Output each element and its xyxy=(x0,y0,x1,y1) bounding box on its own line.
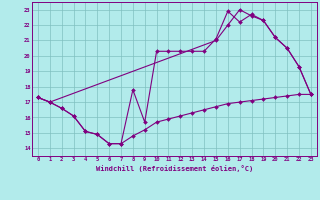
X-axis label: Windchill (Refroidissement éolien,°C): Windchill (Refroidissement éolien,°C) xyxy=(96,165,253,172)
